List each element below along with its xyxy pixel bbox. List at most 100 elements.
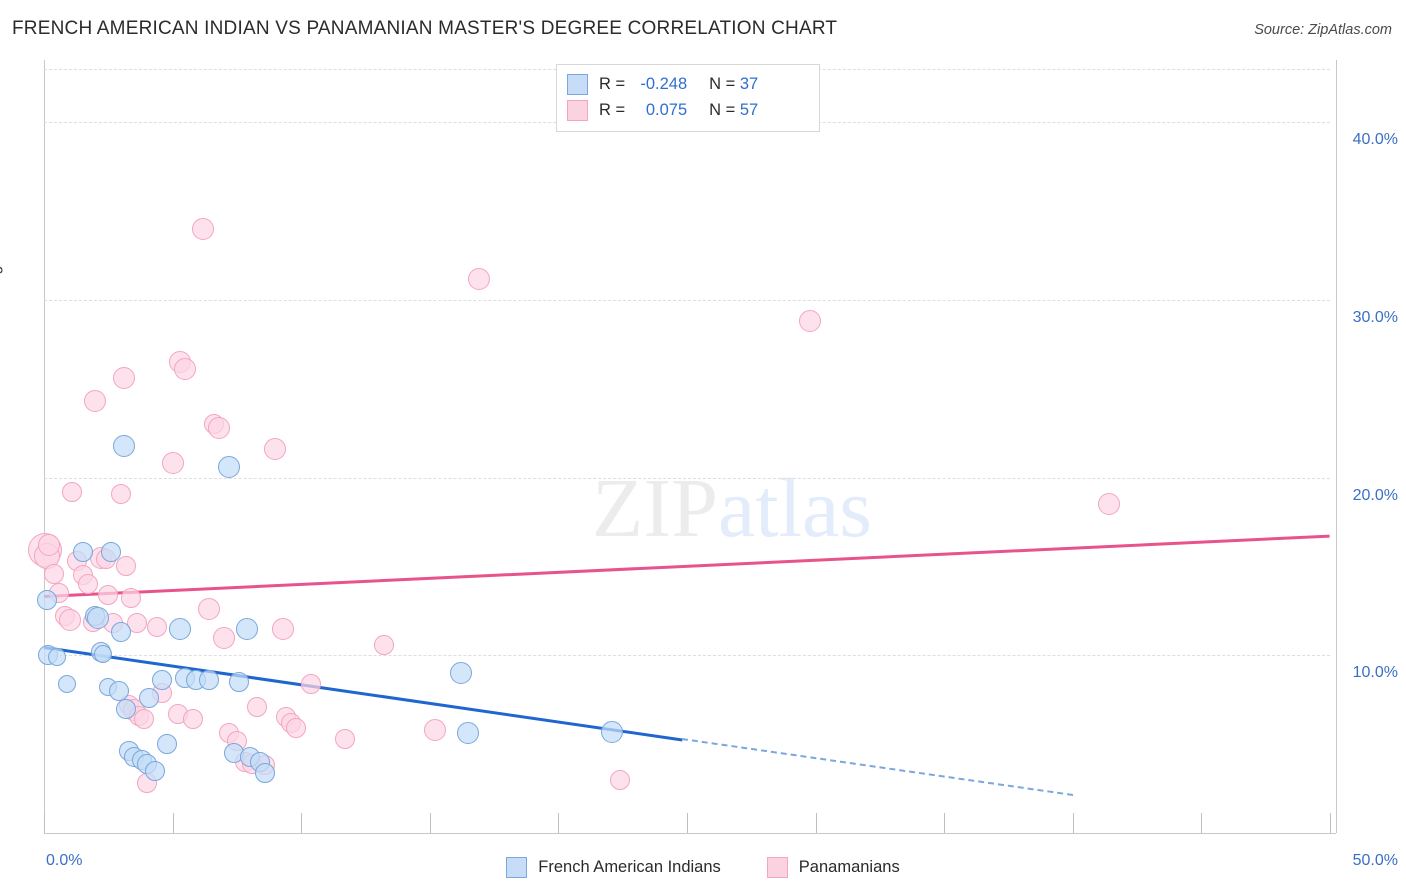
data-point-french-american-indians — [255, 762, 276, 783]
data-point-french-american-indians — [236, 617, 259, 640]
data-point-french-american-indians — [108, 680, 129, 701]
y-axis-tick-label: 40.0% — [1352, 131, 1398, 149]
stats-r-label-blue: R = — [599, 74, 626, 93]
x-axis-tick — [172, 813, 174, 833]
y-axis-tick-label: 30.0% — [1352, 308, 1398, 326]
watermark-zip: ZIP — [592, 462, 718, 555]
data-point-french-american-indians — [87, 606, 109, 629]
data-point-panamanians — [1097, 493, 1120, 516]
y-axis-tick-label: 10.0% — [1352, 664, 1398, 682]
data-point-french-american-indians — [111, 622, 132, 643]
y-axis-tick-label: 20.0% — [1352, 486, 1398, 504]
data-point-panamanians — [423, 718, 446, 741]
data-point-french-american-indians — [229, 671, 250, 692]
data-point-panamanians — [213, 626, 236, 649]
x-axis-tick — [1072, 813, 1074, 833]
stats-n-label-pink: N = — [709, 100, 736, 119]
data-point-panamanians — [264, 438, 287, 461]
data-point-panamanians — [272, 617, 295, 640]
legend-swatch-blue — [506, 856, 528, 878]
data-point-french-american-indians — [218, 455, 241, 478]
legend-label-pink: Panamanians — [798, 857, 900, 876]
y-axis-title: Master's Degree — [0, 243, 3, 357]
data-point-panamanians — [62, 481, 83, 502]
data-point-panamanians — [192, 217, 215, 240]
y-axis-line — [44, 60, 45, 833]
data-point-french-american-indians — [47, 648, 66, 667]
data-point-panamanians — [147, 616, 168, 637]
data-point-panamanians — [207, 416, 230, 439]
x-axis-max-label: 50.0% — [1352, 852, 1398, 869]
data-point-french-american-indians — [139, 687, 160, 708]
x-axis-tick — [944, 813, 946, 833]
x-axis-line — [44, 833, 1336, 834]
data-point-panamanians — [111, 483, 132, 504]
x-axis-tick — [1201, 813, 1203, 833]
correlation-stats-box: R = -0.248 N = 37 R = 0.075 N = 57 — [556, 64, 820, 132]
page-title: FRENCH AMERICAN INDIAN VS PANAMANIAN MAS… — [12, 18, 838, 39]
stats-r-value-blue: -0.248 — [640, 74, 688, 93]
data-point-panamanians — [121, 588, 142, 609]
data-point-french-american-indians — [601, 720, 624, 743]
data-point-panamanians — [286, 718, 307, 739]
gridline — [44, 655, 1330, 657]
data-point-panamanians — [98, 584, 119, 605]
data-point-french-american-indians — [58, 674, 77, 693]
data-point-french-american-indians — [169, 617, 192, 640]
data-point-panamanians — [58, 608, 81, 631]
source-attribution: Source: ZipAtlas.com — [1254, 22, 1392, 38]
trendline-panamanians — [43, 534, 1331, 598]
stats-r-value-pink: 0.075 — [645, 100, 688, 119]
data-point-panamanians — [373, 634, 394, 655]
data-point-french-american-indians — [36, 590, 57, 611]
zipatlas-watermark: ZIPatlas — [592, 460, 872, 557]
x-axis-tick — [815, 813, 817, 833]
stats-n-value-blue: 37 — [739, 74, 759, 93]
data-point-panamanians — [799, 310, 822, 333]
legend-swatch-pink — [766, 856, 788, 878]
stats-swatch-blue — [567, 73, 588, 95]
data-point-french-american-indians — [112, 434, 135, 457]
data-point-panamanians — [334, 728, 355, 749]
stats-row-panamanians: R = 0.075 N = 57 — [567, 97, 809, 123]
data-point-french-american-indians — [72, 542, 93, 563]
data-point-french-american-indians — [144, 760, 165, 781]
watermark-atlas: atlas — [718, 462, 872, 555]
legend-label-blue: French American Indians — [538, 857, 721, 876]
trendline-french-american-indians-extrapolated — [681, 737, 1073, 796]
plot-area: ZIPatlas — [28, 60, 1331, 833]
data-point-panamanians — [247, 696, 268, 717]
data-point-french-american-indians — [449, 662, 472, 685]
data-point-french-american-indians — [116, 698, 137, 719]
gridline — [44, 477, 1330, 479]
data-point-panamanians — [116, 556, 137, 577]
stats-n-value-pink: 57 — [739, 100, 759, 119]
data-point-panamanians — [301, 673, 322, 694]
x-axis-tick — [558, 813, 560, 833]
data-point-panamanians — [467, 267, 490, 290]
x-axis-tick — [429, 813, 431, 833]
data-point-panamanians — [610, 769, 631, 790]
data-point-french-american-indians — [157, 734, 178, 755]
data-point-panamanians — [197, 598, 220, 621]
gridline — [44, 299, 1330, 301]
data-point-french-american-indians — [100, 542, 121, 563]
legend-item-french-american-indians[interactable]: French American Indians — [506, 856, 721, 878]
data-point-french-american-indians — [457, 722, 480, 745]
x-axis-min-label: 0.0% — [46, 852, 83, 869]
data-point-french-american-indians — [152, 670, 173, 691]
right-axis-line — [1336, 60, 1337, 833]
series-legend: French American Indians Panamanians — [0, 850, 1406, 884]
x-axis-tick — [1330, 813, 1331, 833]
data-point-panamanians — [112, 367, 135, 390]
data-point-panamanians — [38, 534, 61, 557]
data-point-panamanians — [183, 709, 204, 730]
data-point-panamanians — [77, 574, 98, 595]
x-axis-tick — [687, 813, 688, 833]
x-axis-tick — [301, 813, 303, 833]
stats-n-label-blue: N = — [709, 74, 736, 93]
legend-item-panamanians[interactable]: Panamanians — [766, 856, 900, 878]
data-point-french-american-indians — [94, 644, 113, 663]
data-point-french-american-indians — [198, 670, 219, 691]
